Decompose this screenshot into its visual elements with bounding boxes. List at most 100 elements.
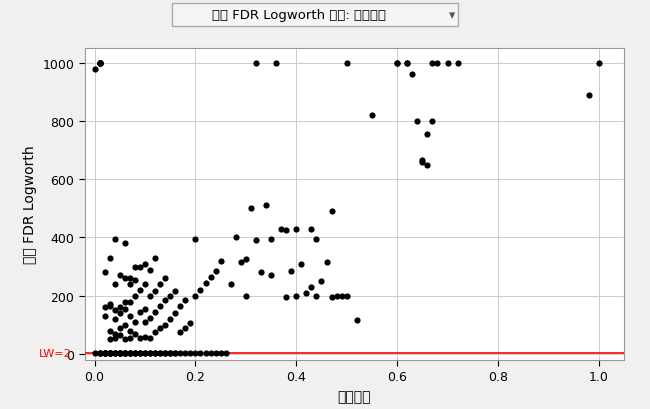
Point [114, 272, 125, 279]
Point [114, 325, 125, 331]
Point [114, 350, 125, 357]
Y-axis label: 稳健 FDR Logworth: 稳健 FDR Logworth [23, 145, 36, 264]
Point [155, 350, 165, 357]
Point [125, 335, 135, 342]
Point [125, 281, 135, 288]
Point [584, 92, 594, 99]
Point [246, 206, 256, 212]
Point [195, 287, 205, 294]
Point [240, 256, 251, 263]
Point [170, 310, 181, 317]
Point [135, 350, 145, 357]
Point [110, 330, 120, 337]
Point [99, 313, 110, 319]
Point [251, 61, 261, 67]
Point [120, 322, 130, 328]
Point [140, 319, 150, 326]
Point [180, 297, 190, 303]
Point [205, 350, 216, 357]
Point [352, 317, 362, 324]
Point [175, 329, 185, 336]
Point [205, 274, 216, 281]
Point [593, 61, 604, 67]
Point [94, 350, 105, 357]
Point [145, 350, 155, 357]
Point [367, 112, 377, 119]
Point [94, 61, 105, 67]
Text: ▾: ▾ [448, 9, 455, 22]
Point [175, 350, 185, 357]
Point [326, 294, 337, 301]
Point [135, 335, 145, 342]
Point [99, 270, 110, 276]
Point [99, 304, 110, 311]
Point [291, 226, 302, 232]
Point [255, 270, 266, 276]
Point [326, 209, 337, 215]
Point [402, 61, 412, 67]
Point [190, 236, 201, 243]
Point [130, 350, 140, 357]
Point [105, 255, 115, 261]
Point [150, 309, 161, 315]
Point [114, 304, 125, 311]
Point [155, 281, 165, 288]
Point [145, 267, 155, 273]
Point [231, 235, 241, 241]
Point [94, 61, 105, 67]
Point [125, 328, 135, 334]
Point [120, 240, 130, 247]
Point [105, 350, 115, 357]
Point [321, 259, 332, 266]
Point [180, 325, 190, 331]
Point [226, 281, 236, 288]
Point [317, 278, 327, 285]
Point [114, 332, 125, 339]
Point [185, 320, 196, 327]
Point [200, 350, 211, 357]
Point [140, 261, 150, 267]
Point [271, 61, 281, 67]
Point [110, 316, 120, 323]
Point [105, 303, 115, 310]
Point [200, 280, 211, 286]
Point [155, 350, 165, 357]
Point [110, 350, 120, 357]
Point [165, 350, 176, 357]
Point [145, 335, 155, 342]
Point [412, 119, 423, 125]
Point [99, 350, 110, 357]
Point [281, 227, 291, 234]
Point [99, 350, 110, 357]
Point [105, 336, 115, 343]
Point [130, 264, 140, 270]
Point [306, 226, 317, 232]
Point [120, 306, 130, 312]
Point [105, 350, 115, 357]
Point [165, 350, 176, 357]
Point [99, 350, 110, 357]
Point [130, 350, 140, 357]
Point [155, 303, 165, 310]
Point [140, 306, 150, 312]
Point [427, 61, 437, 67]
Point [120, 350, 130, 357]
Point [235, 259, 246, 266]
Point [99, 350, 110, 357]
Point [211, 350, 221, 357]
Point [135, 309, 145, 315]
Point [341, 61, 352, 67]
Text: 稳健 FDR Logworth 依据: 效应大小: 稳健 FDR Logworth 依据: 效应大小 [212, 9, 386, 22]
Point [90, 66, 100, 73]
Point [220, 350, 231, 357]
Point [261, 203, 271, 209]
Point [94, 350, 105, 357]
Point [311, 236, 322, 243]
Point [135, 350, 145, 357]
Point [170, 350, 181, 357]
Point [276, 226, 287, 232]
Point [170, 350, 181, 357]
Point [170, 288, 181, 295]
Point [125, 350, 135, 357]
Point [120, 275, 130, 282]
